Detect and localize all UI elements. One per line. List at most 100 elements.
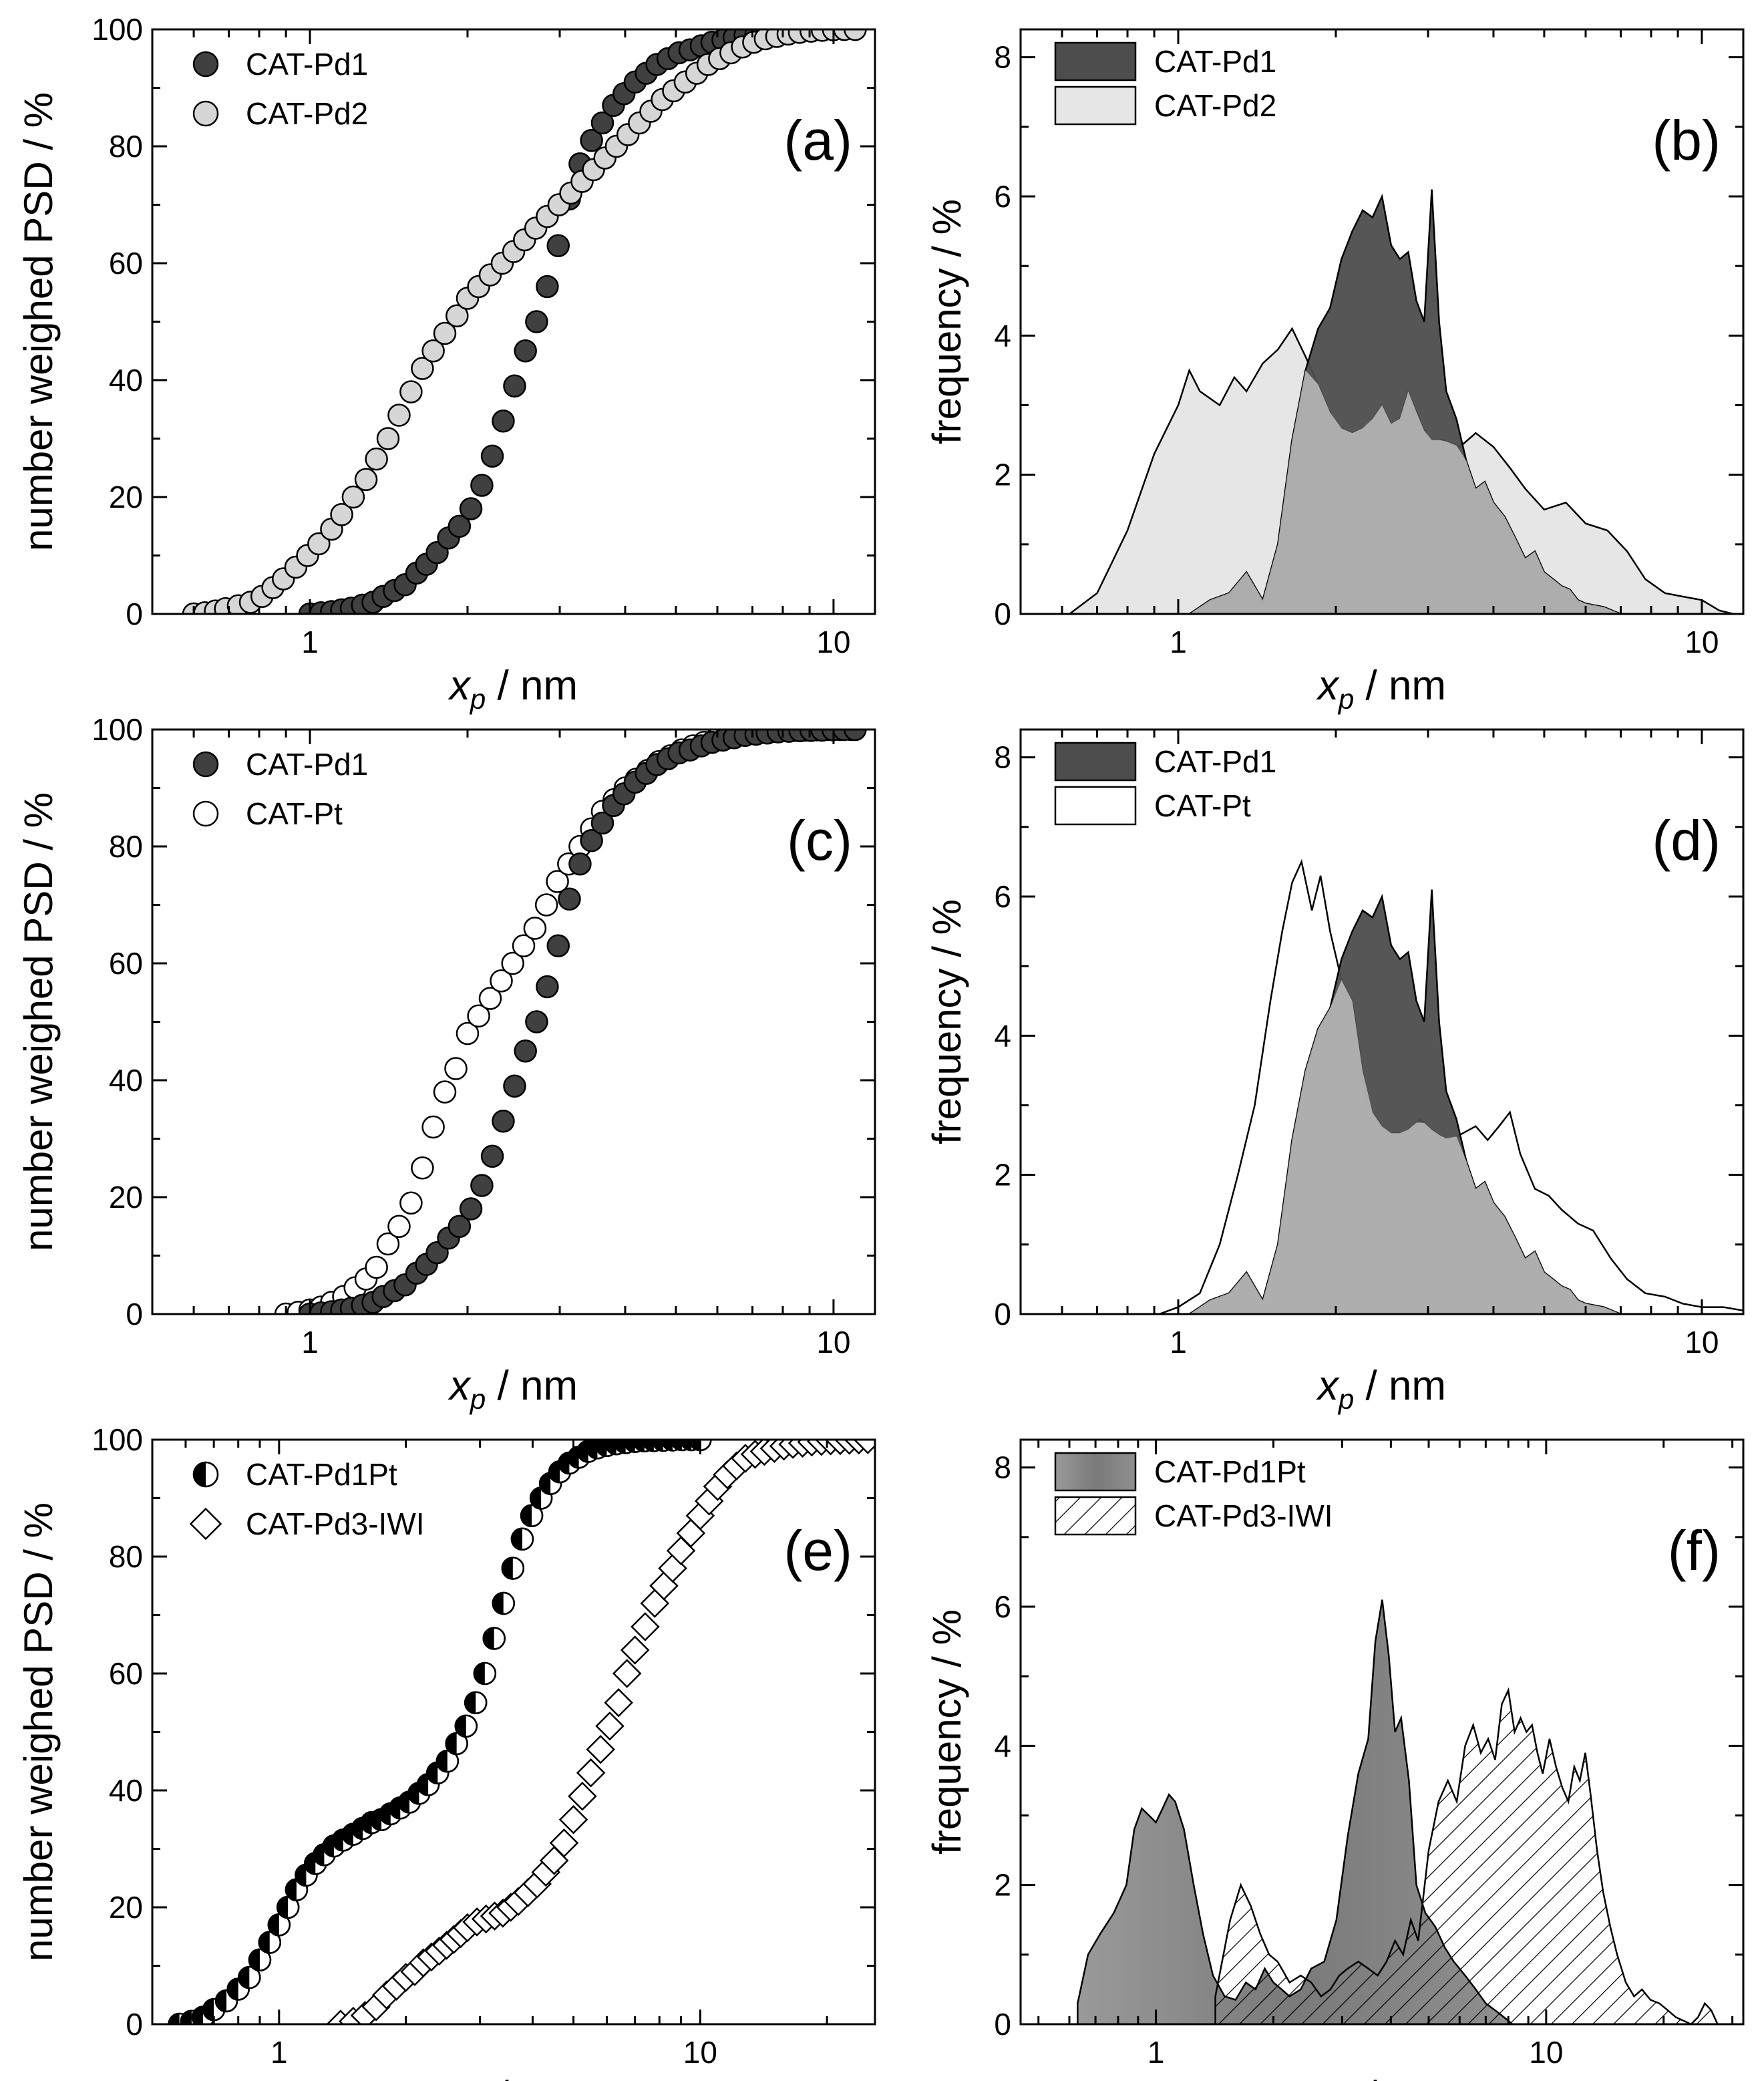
data-point [387,404,411,427]
data-point [473,1661,497,1686]
y-tick-label: 6 [994,879,1011,914]
data-point [525,310,548,333]
data-point [568,852,592,876]
x-label-var: x [1316,663,1340,709]
legend-marker [189,1507,222,1541]
marker-half [530,1487,542,1509]
data-point [576,1758,606,1788]
legend-label: CAT-Pd1 [246,47,368,82]
data-point [435,1750,460,1773]
data-point [546,870,569,893]
marker-half [577,1440,588,1462]
y-tick-label: 0 [994,597,1011,631]
data-point [258,1931,282,1954]
data-point [568,1781,597,1811]
x-tick-label: 10 [683,2035,717,2070]
marker-half [427,1762,438,1784]
marker-half [436,1750,448,1772]
data-point [549,1828,579,1858]
y-axis-label: frequency / % [924,899,969,1144]
data-point [445,1732,468,1756]
data-point [631,1612,660,1641]
legend-marker [192,100,219,127]
data-point [397,1790,421,1814]
data-point [421,1115,445,1139]
series-cat-pd3-iwi [326,1440,875,2024]
series-cat-pd1 [298,29,867,614]
data-point [376,1232,400,1256]
y-tick-label: 40 [109,1063,143,1098]
legend-marker [192,51,219,77]
marker-half [614,1440,626,1454]
y-tick-label: 100 [92,1422,143,1457]
marker-half [248,1949,260,1971]
marker-ring [482,1627,506,1650]
overlap-area [1189,370,1621,614]
data-point [514,1039,537,1063]
data-point [512,934,536,957]
legend-label: CAT-Pd1 [1154,744,1276,779]
y-tick-label: 0 [994,1297,1011,1331]
legend-swatch [1054,86,1137,126]
plot-area-b [1068,189,1734,614]
data-point [448,514,472,538]
plot-area-d [1159,858,1743,1314]
marker-ring [510,1527,534,1551]
data-point [411,1156,434,1180]
marker-half [558,1452,570,1474]
x-tick-label: 10 [1685,625,1719,659]
data-point [604,1688,633,1718]
y-tick-label: 2 [994,1868,1011,1903]
data-point [459,1197,483,1221]
legend-swatch [1054,1496,1137,1536]
data-point [433,1080,457,1104]
x-label-var: x [1316,1363,1340,1409]
y-axis-ticks [1021,56,1743,615]
legend: CAT-Pd1Pt CAT-Pd3-IWI [189,1457,425,1541]
y-tick-label: 0 [126,597,143,631]
marker-half [689,1440,701,1450]
data-point [844,730,867,742]
marker-half [417,1774,429,1796]
marker-half [305,1853,316,1875]
panel-label: (f) [1668,1519,1721,1582]
marker-ring [248,1948,272,1971]
legend: CAT-Pd1 CAT-Pt [192,747,368,831]
x-tick-label: 10 [1529,2035,1563,2070]
marker-half [483,1627,494,1649]
marker-half [643,1440,654,1452]
x-label-unit: / nm [486,1363,578,1409]
data-point [459,497,483,520]
series-cat-pd1pt [168,1440,712,2024]
x-axis-ticks [151,730,835,1314]
x-axis-ticks [1019,730,1703,1314]
legend-swatch [1054,1452,1137,1492]
y-axis-label: frequency / % [924,1609,969,1855]
data-point [411,357,434,380]
data-point [620,1635,650,1665]
data-point [501,951,524,975]
data-point [546,934,570,957]
data-point [503,1074,526,1098]
marker-half [511,1528,522,1550]
data-point [399,380,423,404]
data-point [376,427,400,450]
series-cat-pd1 [298,730,867,1314]
x-label-unit: / nm [1354,2073,1446,2081]
marker-half [332,1829,343,1851]
marker-half [379,1803,391,1824]
data-point [365,1255,388,1279]
data-point [480,444,504,468]
data-point [580,829,603,852]
marker-half [455,1715,466,1737]
x-axis-label: xp / nm [1316,2073,1446,2081]
data-point [387,1215,411,1238]
x-tick-label: 1 [271,2035,288,2070]
marker-half [652,1440,663,1451]
y-axis-ticks [152,28,875,615]
x-label-var: x [1316,2073,1340,2081]
marker-half [268,1914,279,1936]
y-tick-label: 80 [109,1539,143,1574]
